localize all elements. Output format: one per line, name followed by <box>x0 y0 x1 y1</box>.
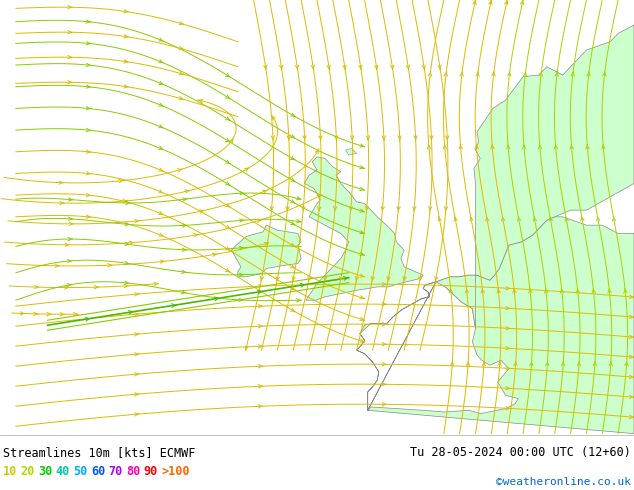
Text: 10: 10 <box>3 466 17 478</box>
Text: 70: 70 <box>108 466 123 478</box>
Polygon shape <box>304 157 424 300</box>
Text: ©weatheronline.co.uk: ©weatheronline.co.uk <box>496 477 631 487</box>
Text: >100: >100 <box>162 466 190 478</box>
Text: Tu 28-05-2024 00:00 UTC (12+60): Tu 28-05-2024 00:00 UTC (12+60) <box>410 446 631 459</box>
Text: Streamlines 10m [kts] ECMWF: Streamlines 10m [kts] ECMWF <box>3 446 195 459</box>
Text: 80: 80 <box>126 466 141 478</box>
Text: 30: 30 <box>38 466 53 478</box>
Text: 20: 20 <box>20 466 35 478</box>
Polygon shape <box>436 25 634 329</box>
Polygon shape <box>356 217 634 434</box>
Polygon shape <box>346 148 356 155</box>
Polygon shape <box>231 225 301 277</box>
Text: 40: 40 <box>56 466 70 478</box>
Text: 90: 90 <box>144 466 158 478</box>
Text: 60: 60 <box>91 466 105 478</box>
Text: 50: 50 <box>74 466 87 478</box>
